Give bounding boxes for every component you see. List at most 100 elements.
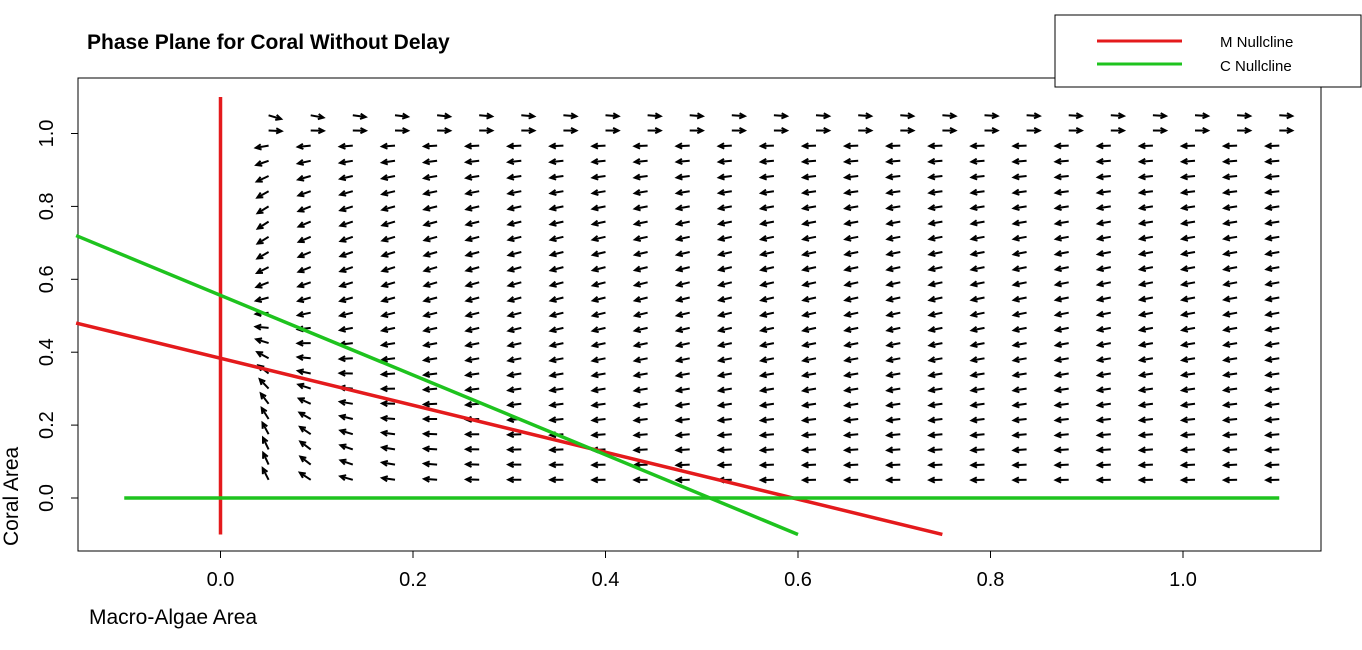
vector-arrowhead: [548, 476, 557, 484]
vector-arrowhead: [969, 461, 978, 469]
vector-arrowhead: [885, 341, 894, 349]
vector-arrowhead: [716, 311, 726, 318]
vector-arrowhead: [885, 416, 894, 424]
vector-arrowhead: [716, 173, 725, 181]
vector-arrowhead: [716, 371, 726, 379]
vector-arrowhead: [632, 219, 641, 227]
vector-arrowhead: [421, 385, 431, 393]
vector-arrowhead: [927, 461, 936, 469]
vector-arrowhead: [548, 280, 557, 288]
vector-arrowhead: [1053, 157, 1062, 165]
vector-arrowhead: [1011, 356, 1020, 364]
vector-arrowhead: [1137, 401, 1147, 409]
vector-arrowhead: [337, 413, 347, 421]
vector-arrowhead: [464, 189, 473, 197]
vector-arrowhead: [506, 281, 515, 288]
vector-arrowhead: [843, 219, 852, 227]
vector-arrowhead: [464, 204, 473, 212]
vector-arrowhead: [969, 219, 978, 227]
vector-arrowhead: [674, 416, 683, 424]
vector-arrowhead: [548, 235, 557, 243]
vector-arrowhead: [1011, 219, 1020, 227]
vector-arrowhead: [548, 219, 557, 227]
vector-arrowhead: [338, 220, 347, 228]
vector-arrowhead: [1222, 265, 1231, 273]
vector-arrowhead: [1011, 280, 1020, 288]
vector-arrowhead: [758, 461, 767, 469]
vector-arrowhead: [1179, 325, 1189, 333]
vector-arrowhead: [253, 323, 262, 331]
vector-arrowhead: [1137, 219, 1147, 227]
vector-arrowhead: [422, 341, 431, 349]
vector-arrowhead: [1095, 234, 1105, 242]
vector-arrowhead: [402, 127, 411, 135]
vector-arrowhead: [1011, 234, 1020, 242]
vector-arrowhead: [421, 475, 431, 483]
vector-arrowhead: [297, 411, 306, 419]
vector-arrowhead: [422, 326, 431, 334]
vector-arrowhead: [1222, 325, 1231, 333]
vector-arrowhead: [885, 476, 894, 484]
vector-arrowhead: [1179, 157, 1188, 165]
vector-arrowhead: [1095, 386, 1104, 394]
vector-arrowhead: [1179, 310, 1189, 318]
vector-arrowhead: [338, 281, 347, 289]
vector-arrowhead: [506, 265, 515, 273]
vector-arrowhead: [505, 142, 515, 150]
vector-arrowhead: [1095, 142, 1104, 150]
vector-arrowhead: [758, 173, 768, 181]
vector-arrowhead: [885, 250, 894, 257]
vector-arrowhead: [1221, 431, 1231, 439]
vector-arrowhead: [927, 173, 936, 181]
vector-arrowhead: [590, 431, 599, 439]
vector-arrowhead: [548, 446, 557, 454]
vector-arrowhead: [843, 310, 852, 318]
vector-arrowhead: [674, 371, 683, 379]
vector-arrowhead: [275, 127, 284, 135]
vector-arrowhead: [632, 401, 641, 409]
vector-arrowhead: [1095, 310, 1105, 318]
vector-arrowhead: [1033, 112, 1042, 120]
vector-arrowhead: [716, 401, 726, 409]
vector-arrowhead: [506, 446, 515, 454]
vector-arrowhead: [843, 204, 852, 212]
vector-arrowhead: [548, 371, 557, 379]
vector-arrowhead: [1011, 341, 1020, 348]
y-tick-label: 0.8: [36, 192, 58, 220]
vector-arrowhead: [927, 386, 936, 394]
vector-arrowhead: [885, 326, 894, 333]
vector-arrowhead: [506, 250, 515, 258]
vector-arrowhead: [969, 173, 978, 181]
vector-arrowhead: [716, 142, 725, 150]
x-tick-label: 0.0: [207, 569, 235, 591]
vector-arrowhead: [296, 296, 305, 304]
vector-arrowhead: [927, 341, 936, 349]
vector-arrowhead: [1179, 386, 1189, 394]
vector-arrowhead: [758, 476, 767, 484]
vector-arrowhead: [1244, 112, 1253, 120]
vector-arrowhead: [421, 370, 431, 378]
vector-arrowhead: [801, 341, 810, 349]
y-tick-label: 1.0: [36, 120, 58, 148]
vector-arrowhead: [781, 112, 790, 120]
vector-arrowhead: [1053, 173, 1062, 181]
vector-arrowhead: [1053, 249, 1062, 257]
vector-arrowhead: [991, 112, 1000, 120]
vector-arrowhead: [1137, 446, 1146, 454]
vector-arrowhead: [632, 341, 641, 349]
vector-arrowhead: [337, 158, 346, 166]
vector-arrowhead: [716, 158, 725, 166]
vector-arrowhead: [885, 431, 894, 439]
vector-arrowhead: [317, 127, 326, 135]
vector-arrowhead: [1264, 340, 1273, 348]
vector-arrowhead: [842, 416, 852, 424]
vector-arrowhead: [716, 431, 725, 439]
vector-arrowhead: [379, 400, 388, 408]
vector-arrowhead: [463, 460, 473, 468]
vector-arrowhead: [1095, 356, 1104, 364]
vector-arrowhead: [823, 112, 832, 120]
vector-arrowhead: [337, 369, 346, 377]
vector-arrowhead: [842, 401, 852, 409]
vector-arrowhead: [1137, 476, 1146, 484]
vector-arrowhead: [1053, 476, 1062, 484]
